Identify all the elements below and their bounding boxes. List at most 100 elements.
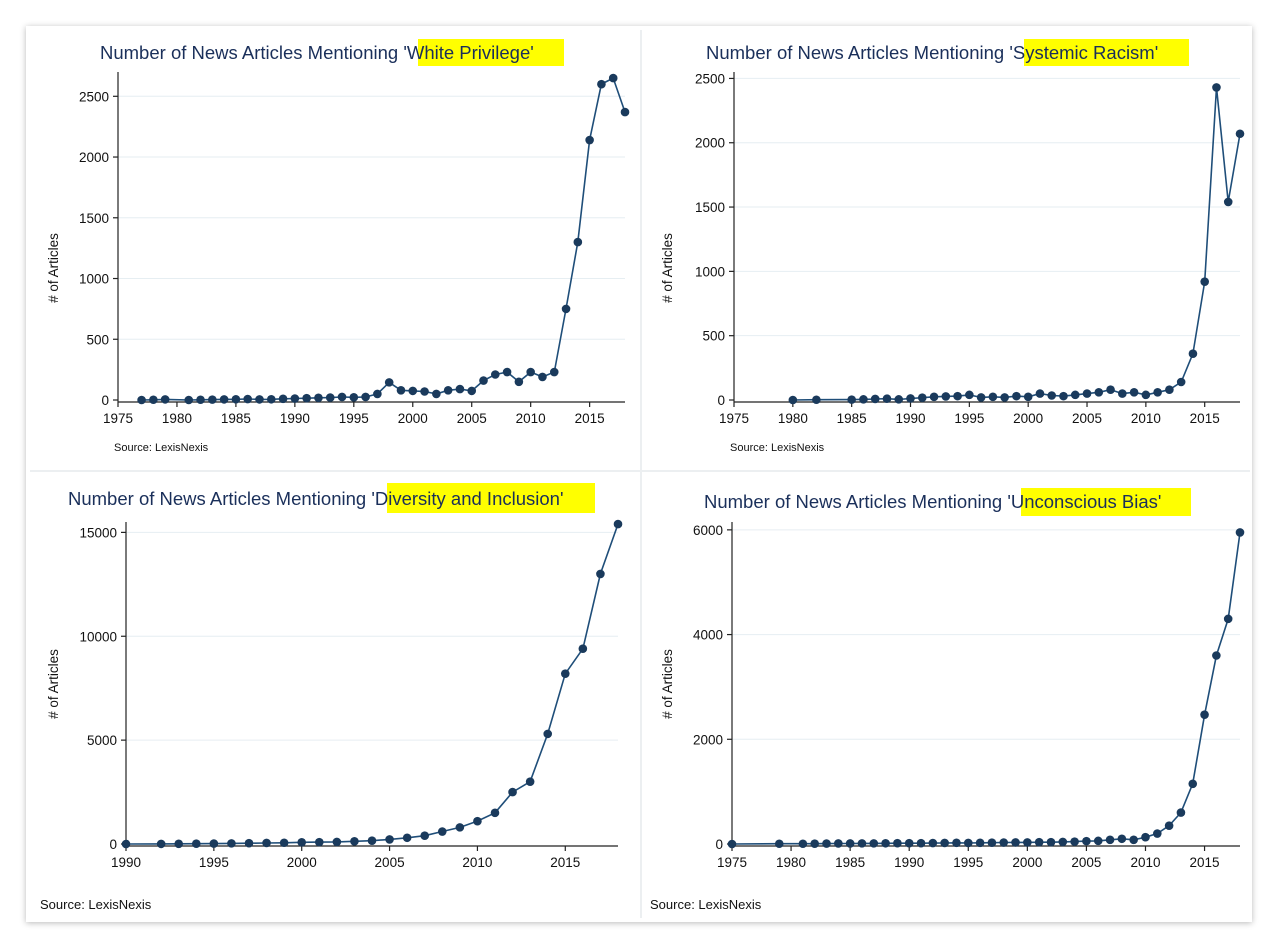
- chart-title: Number of News Articles Mentioning 'Whit…: [100, 42, 534, 63]
- chart-unconscious-bias: Number of News Articles Mentioning 'Unco…: [650, 488, 1245, 912]
- data-point: [302, 393, 311, 403]
- gridlines: [118, 95, 625, 340]
- x-tick-label: 2005: [1071, 855, 1101, 870]
- data-point: [1153, 829, 1162, 838]
- data-point: [420, 387, 429, 396]
- data-point: [845, 839, 855, 848]
- gridlines: [126, 531, 618, 741]
- data-point: [420, 831, 430, 840]
- data-point: [156, 839, 166, 849]
- data-point: [1212, 651, 1221, 660]
- data-point: [1093, 836, 1103, 846]
- data-point: [1094, 387, 1104, 397]
- x-tick-label: 1975: [103, 411, 133, 426]
- data-point: [1059, 391, 1068, 401]
- x-tick-label: 2000: [287, 855, 317, 870]
- data-point: [279, 838, 289, 848]
- panel-divider-horizontal: [30, 470, 1250, 472]
- panel-divider-vertical: [640, 30, 642, 918]
- data-point: [490, 808, 500, 818]
- data-point: [479, 376, 488, 385]
- data-point: [314, 393, 323, 403]
- data-point: [561, 304, 571, 314]
- x-tick-label: 1980: [162, 411, 192, 426]
- chart-title: Number of News Articles Mentioning 'Syst…: [706, 42, 1158, 63]
- x-tick-label: 1975: [717, 855, 747, 870]
- data-point: [952, 838, 961, 848]
- data-point: [455, 823, 465, 832]
- data-point: [788, 395, 798, 405]
- data-point: [917, 393, 927, 402]
- data-point: [1164, 821, 1174, 830]
- data-point: [278, 394, 288, 404]
- y-tick-label: 500: [86, 332, 109, 347]
- x-tick-label: 2010: [1130, 855, 1160, 870]
- data-point: [149, 395, 158, 405]
- data-point: [1129, 387, 1139, 397]
- data-point: [325, 393, 335, 402]
- data-point: [314, 837, 324, 847]
- data-point: [367, 836, 377, 845]
- data-point: [337, 392, 347, 402]
- y-tick-label: 1500: [695, 200, 725, 215]
- series-line: [141, 76, 626, 401]
- data-point: [1023, 838, 1032, 847]
- x-tick-label: 1995: [953, 855, 983, 870]
- data-point: [385, 835, 394, 844]
- data-series: [121, 519, 623, 849]
- data-point: [262, 838, 271, 848]
- data-point: [1082, 389, 1092, 398]
- x-tick-label: 1990: [894, 855, 924, 870]
- gridlines: [734, 77, 1240, 337]
- data-point: [266, 394, 276, 404]
- data-point: [822, 839, 831, 848]
- x-tick-label: 2005: [375, 855, 405, 870]
- x-tick-label: 1985: [221, 411, 251, 426]
- data-series: [727, 528, 1245, 849]
- y-tick-label: 0: [101, 393, 109, 408]
- x-tick-label: 1990: [895, 411, 925, 426]
- data-point: [508, 787, 517, 797]
- x-tick-label: 1995: [954, 411, 984, 426]
- x-tick-label: 1995: [199, 855, 229, 870]
- data-point: [473, 816, 482, 826]
- data-point: [290, 394, 300, 403]
- data-point: [243, 394, 252, 404]
- data-point: [549, 367, 559, 377]
- data-point: [597, 79, 606, 89]
- data-point: [297, 838, 307, 847]
- data-point: [1070, 837, 1079, 846]
- data-point: [1046, 837, 1056, 847]
- data-point: [1235, 528, 1245, 537]
- y-tick-label: 4000: [693, 628, 723, 643]
- y-tick-label: 10000: [79, 629, 117, 644]
- x-tick-label: 2015: [575, 411, 605, 426]
- y-tick-label: 2500: [79, 89, 109, 104]
- y-tick-label: 15000: [79, 525, 117, 540]
- data-series: [137, 73, 630, 405]
- data-point: [244, 838, 254, 848]
- data-point: [928, 838, 938, 848]
- source-note: Source: LexisNexis: [40, 897, 152, 912]
- axes: 0 2000 4000 6000 1975 1980 1985 1990 1995 2000 200…: [693, 522, 1240, 870]
- data-point: [160, 395, 170, 404]
- data-point: [1023, 392, 1033, 402]
- y-tick-label: 2000: [693, 732, 723, 747]
- x-tick-label: 2000: [1013, 411, 1043, 426]
- x-tick-label: 2015: [1190, 411, 1220, 426]
- data-point: [1034, 837, 1044, 847]
- data-point: [196, 395, 205, 405]
- y-tick-label: 2500: [695, 71, 725, 86]
- data-point: [881, 838, 890, 848]
- data-point: [869, 839, 879, 848]
- data-point: [1118, 389, 1127, 398]
- data-point: [578, 644, 588, 654]
- axes: 0 500 1000 1500 2000 2500 1975 1980 1985 1990 1995…: [695, 71, 1240, 426]
- data-point: [1012, 391, 1021, 401]
- data-point: [209, 839, 219, 848]
- data-point: [227, 839, 236, 848]
- data-point: [255, 395, 264, 404]
- source-note: Source: LexisNexis: [730, 442, 825, 454]
- y-axis-label: # of Articles: [46, 649, 61, 719]
- data-point: [191, 839, 201, 848]
